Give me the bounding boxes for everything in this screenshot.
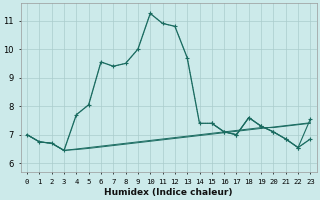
X-axis label: Humidex (Indice chaleur): Humidex (Indice chaleur) <box>104 188 233 197</box>
